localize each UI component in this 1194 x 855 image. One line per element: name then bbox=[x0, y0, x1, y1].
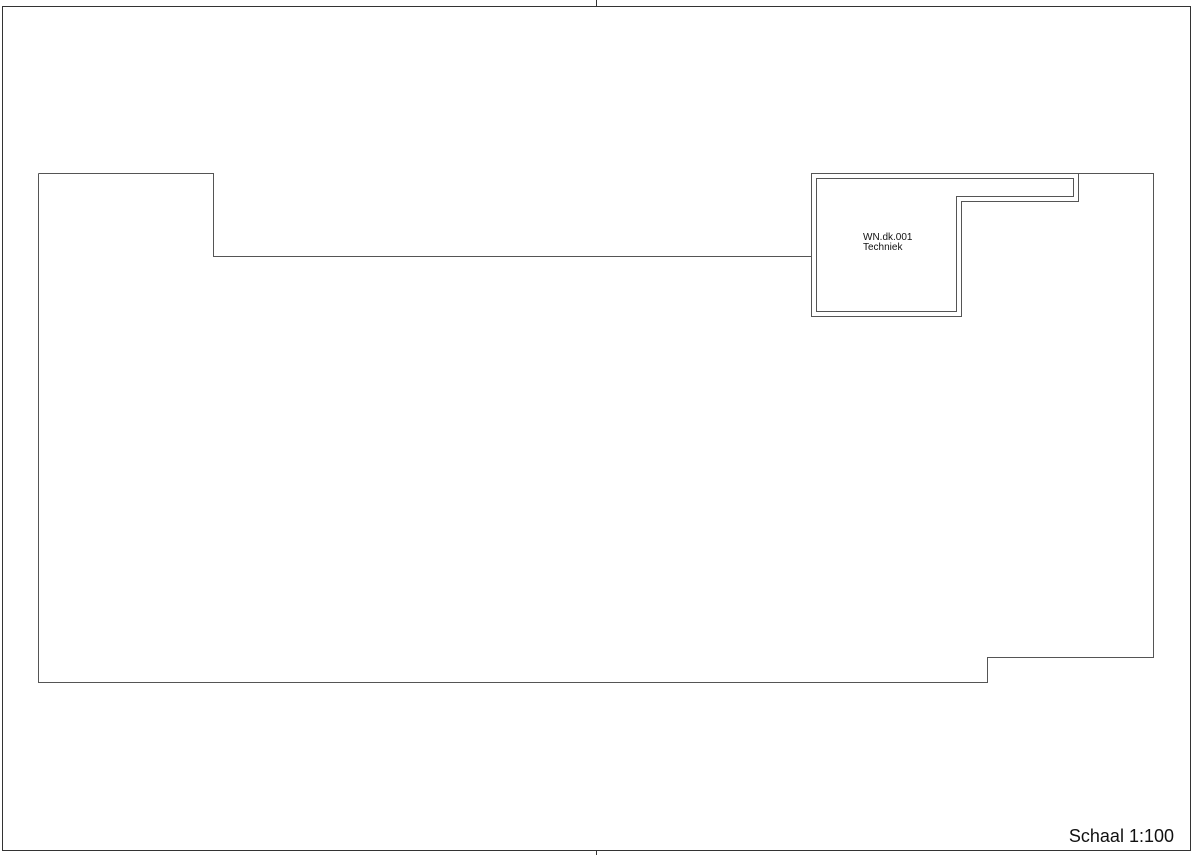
room-code: WN.dk.001 bbox=[863, 232, 913, 243]
room-wall-inner bbox=[816, 178, 1074, 312]
sheet-frame bbox=[2, 6, 1191, 851]
building-outline-right bbox=[38, 173, 1154, 683]
room-label: WN.dk.001 Techniek bbox=[863, 233, 912, 253]
room-name: Techniek bbox=[863, 242, 903, 253]
room-wall-outer bbox=[811, 173, 1079, 317]
scale-label: Schaal 1:100 bbox=[1068, 826, 1174, 846]
building-outline bbox=[38, 173, 812, 257]
